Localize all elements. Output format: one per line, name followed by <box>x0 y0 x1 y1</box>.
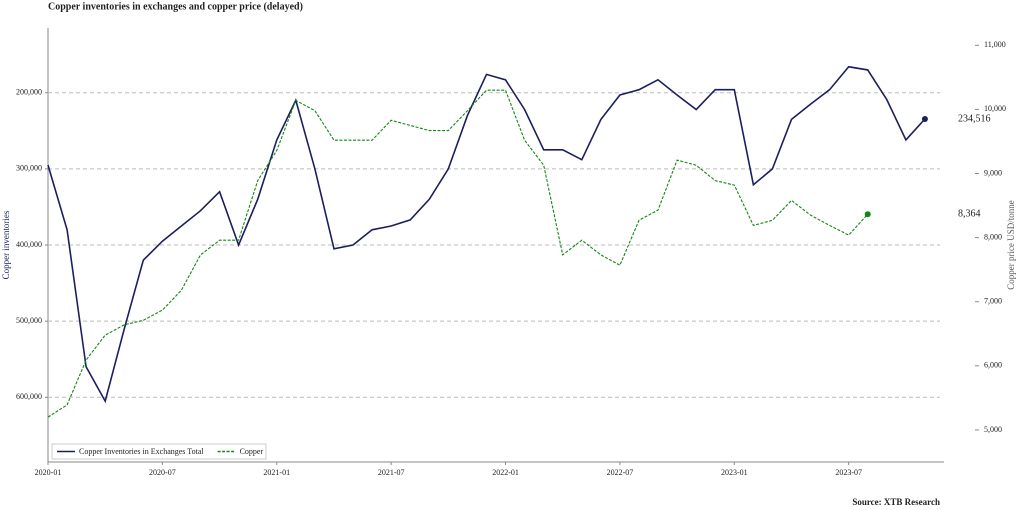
y-tick-label: 200,000 <box>16 88 42 97</box>
y2-axis-label: Copper price USD/tonne <box>1006 200 1016 289</box>
legend-label: Copper <box>240 447 264 456</box>
y2-tick-label: 10,000 <box>984 104 1006 113</box>
x-tick-label: 2020-01 <box>35 468 62 477</box>
legend-box <box>51 443 267 460</box>
y2-tick-label: 5,000 <box>984 425 1002 434</box>
y2-tick-label: 9,000 <box>984 168 1002 177</box>
y2-tick-label: 7,000 <box>984 297 1002 306</box>
end-label: 8,364 <box>958 209 981 220</box>
chart-title: Copper inventories in exchanges and copp… <box>48 1 303 12</box>
source: Source: XTB Research <box>852 497 940 507</box>
x-tick-label: 2022-01 <box>492 468 519 477</box>
y-axis-label: Copper inventories <box>1 210 11 279</box>
series-line <box>47 65 926 404</box>
y2-tick-label: 6,000 <box>984 361 1002 370</box>
x-tick-label: 2023-01 <box>721 468 748 477</box>
x-tick-label: 2020-07 <box>149 468 176 477</box>
y-tick-label: 300,000 <box>16 164 42 173</box>
series-line <box>47 89 869 418</box>
x-tick-label: 2022-07 <box>607 468 634 477</box>
legend-label: Copper Inventories in Exchanges Total <box>79 447 204 456</box>
y-tick-label: 400,000 <box>16 240 42 249</box>
end-label: 234,516 <box>958 113 991 124</box>
y-tick-label: 500,000 <box>16 316 42 325</box>
end-point <box>921 115 928 122</box>
x-tick-label: 2021-07 <box>378 468 405 477</box>
end-point <box>864 211 871 218</box>
y-tick-label: 600,000 <box>16 392 42 401</box>
y2-tick-label: 8,000 <box>984 232 1002 241</box>
y2-tick-label: 11,000 <box>984 40 1006 49</box>
x-tick-label: 2021-01 <box>263 468 290 477</box>
x-tick-label: 2023-07 <box>835 468 862 477</box>
